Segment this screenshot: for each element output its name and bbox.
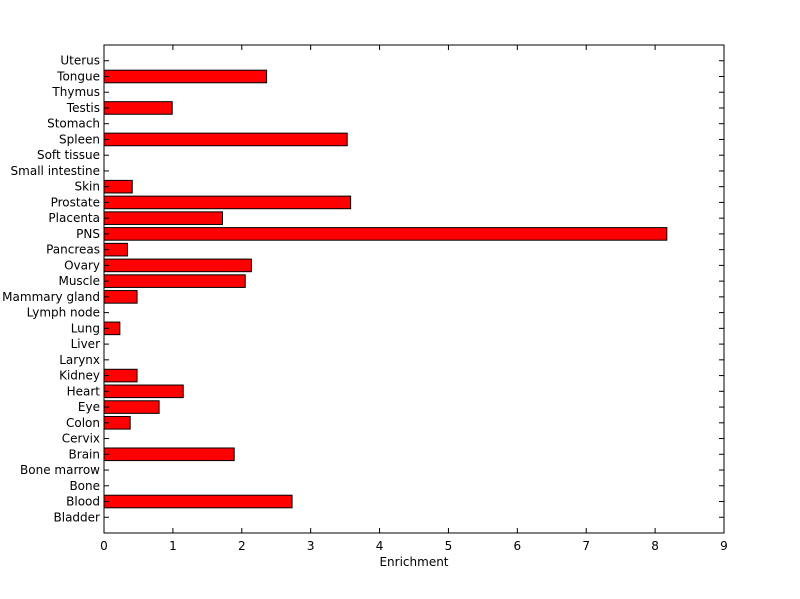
x-axis-label: Enrichment xyxy=(379,555,448,569)
y-tick-label-cervix: Cervix xyxy=(62,432,100,446)
bar-eye xyxy=(103,400,160,414)
bar-spleen xyxy=(103,132,348,147)
y-tick-label-blood: Blood xyxy=(66,495,100,509)
y-tick-label-stomach: Stomach xyxy=(47,117,100,131)
x-tick-label-6: 6 xyxy=(514,539,522,553)
y-tick-label-larynx: Larynx xyxy=(59,353,100,367)
y-tick-label-bladder: Bladder xyxy=(54,510,101,524)
y-tick-label-colon: Colon xyxy=(66,416,100,430)
x-axis: 0 1 2 3 4 5 6 7 8 9 xyxy=(100,45,728,553)
bar-heart xyxy=(103,384,184,399)
x-tick-label-5: 5 xyxy=(445,539,453,553)
y-tick-label-bone: Bone xyxy=(69,479,100,493)
y-tick-label-testis: Testis xyxy=(66,101,100,115)
bar-testis xyxy=(103,101,173,115)
y-tick-label-liver: Liver xyxy=(71,337,101,351)
bar-pns xyxy=(103,227,668,241)
y-tick-label-skin: Skin xyxy=(74,180,100,194)
bar-blood xyxy=(103,494,293,509)
bar-placenta xyxy=(103,211,223,225)
y-tick-label-prostate: Prostate xyxy=(51,195,100,209)
x-tick-label-9: 9 xyxy=(720,539,728,553)
y-tick-label-tongue: Tongue xyxy=(56,69,100,83)
x-tick-label-0: 0 xyxy=(100,539,108,553)
y-tick-label-placenta: Placenta xyxy=(48,211,100,225)
y-tick-label-heart: Heart xyxy=(67,384,101,398)
x-tick-label-8: 8 xyxy=(651,539,659,553)
y-tick-label-small-intestine: Small intestine xyxy=(11,164,100,178)
y-tick-label-spleen: Spleen xyxy=(59,132,100,146)
x-tick-label-3: 3 xyxy=(307,539,315,553)
y-tick-label-soft-tissue: Soft tissue xyxy=(37,148,100,162)
bar-tongue xyxy=(103,69,268,84)
x-tick-label-2: 2 xyxy=(238,539,246,553)
y-tick-label-lymph-node: Lymph node xyxy=(27,306,100,320)
x-tick-label-7: 7 xyxy=(582,539,590,553)
bar-muscle xyxy=(103,274,246,288)
bar-series xyxy=(103,69,668,509)
plot-area xyxy=(103,44,725,534)
y-tick-label-uterus: Uterus xyxy=(60,54,100,68)
y-tick-label-kidney: Kidney xyxy=(59,369,100,383)
bar-brain xyxy=(103,447,235,462)
y-tick-label-eye: Eye xyxy=(78,400,100,414)
y-tick-label-ovary: Ovary xyxy=(64,258,100,272)
plot-frame xyxy=(103,44,725,534)
bar-ovary xyxy=(103,258,252,273)
x-tick-label-1: 1 xyxy=(169,539,177,553)
y-tick-label-pancreas: Pancreas xyxy=(46,243,100,257)
y-tick-label-brain: Brain xyxy=(69,447,100,461)
y-tick-label-pns: PNS xyxy=(76,227,100,241)
bar-prostate xyxy=(103,195,352,210)
y-tick-label-lung: Lung xyxy=(71,321,100,335)
y-tick-label-bone-marrow: Bone marrow xyxy=(20,463,100,477)
y-tick-label-muscle: Muscle xyxy=(58,274,100,288)
y-tick-label-thymus: Thymus xyxy=(51,85,100,99)
y-tick-label-mammary-gland: Mammary gland xyxy=(2,290,100,304)
x-tick-label-4: 4 xyxy=(376,539,384,553)
